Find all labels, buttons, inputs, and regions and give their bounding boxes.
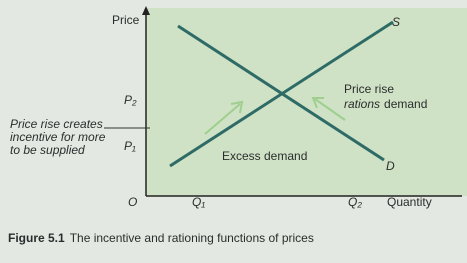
right-note-rest: demand — [384, 97, 427, 111]
right-note-line: Price rise — [344, 82, 394, 96]
caption-label: Figure 5.1 — [8, 231, 65, 245]
right-note-italic: rations — [344, 97, 380, 111]
supply-label: S — [392, 15, 400, 29]
demand-label: D — [386, 159, 395, 173]
right-note-line: rations demand — [344, 97, 427, 111]
supply-arrow — [204, 100, 244, 135]
p2-label: P₂ — [124, 93, 137, 107]
note-line: Price rise creates — [10, 117, 103, 131]
origin-label: O — [128, 195, 137, 209]
demand-arrow — [311, 97, 346, 121]
note-line: to be supplied — [10, 143, 85, 157]
y-arrow — [142, 6, 150, 15]
demand-curve — [177, 24, 385, 162]
caption-text: The incentive and rationing functions of… — [70, 231, 314, 245]
x-axis-label: Quantity — [387, 195, 432, 209]
q2-label: Q₂ — [348, 195, 362, 209]
q1-label: Q₁ — [192, 195, 205, 209]
y-axis-label: Price — [112, 13, 140, 27]
center-note: Excess demand — [222, 149, 307, 163]
p1-label: P₁ — [124, 139, 136, 153]
left-note: Price rise creates incentive for more to… — [10, 117, 106, 157]
caption: Figure 5.1 The incentive and rationing fu… — [8, 231, 314, 245]
note-line: incentive for more — [10, 130, 106, 144]
